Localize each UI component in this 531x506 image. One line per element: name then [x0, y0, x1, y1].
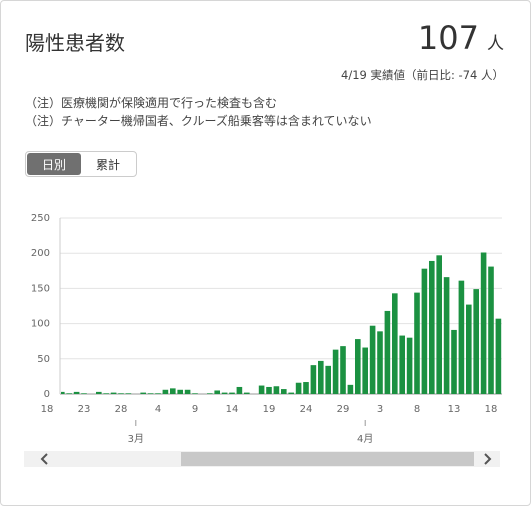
bar: [406, 337, 413, 394]
scroll-left[interactable]: [40, 453, 48, 465]
bar: [295, 382, 302, 394]
x-tick-label: 28: [115, 404, 128, 415]
bar: [355, 339, 361, 394]
bars: [52, 252, 502, 394]
bar: [436, 255, 442, 394]
month-label: 4月: [357, 433, 373, 445]
bar: [325, 365, 331, 394]
bar: [392, 293, 398, 394]
x-tick-label: 19: [263, 404, 276, 415]
note: （注）チャーター機帰国者、クルーズ船乗客等は含まれていない: [25, 114, 372, 128]
bar: [362, 347, 368, 394]
bar: [273, 386, 280, 394]
bar: [495, 318, 502, 394]
bar: [318, 360, 324, 394]
y-tick-label: 0: [44, 389, 50, 400]
bar: [473, 289, 479, 394]
bar: [192, 393, 198, 394]
bar: [177, 389, 183, 394]
notes: （注）医療機関が保険適用で行った検査も含む （注）チャーター機帰国者、クルーズ船…: [25, 94, 372, 130]
bar: [81, 393, 87, 394]
x-tick-label: 8: [414, 404, 420, 415]
y-tick-label: 250: [31, 213, 50, 224]
bar: [66, 393, 72, 394]
bar: [221, 392, 228, 394]
bar: [399, 335, 405, 394]
y-tick-label: 200: [31, 248, 50, 259]
bar: [170, 388, 176, 394]
bar: [110, 392, 117, 394]
bar: [377, 331, 383, 394]
bar: [384, 310, 391, 394]
bar: [229, 392, 235, 394]
bar: [414, 292, 420, 394]
x-tick-label: 23: [78, 404, 91, 415]
bar: [118, 393, 124, 394]
bar: [61, 391, 65, 394]
bar: [147, 393, 154, 394]
bar: [466, 304, 472, 394]
month-label: 3月: [128, 433, 144, 445]
toggle-button[interactable]: 日別: [27, 153, 81, 175]
bar: [310, 365, 317, 394]
bar: [236, 386, 243, 394]
bar: [207, 393, 213, 394]
date-note: 4/19 実績値（前日比: -74 人）: [341, 68, 504, 82]
bar: [332, 349, 339, 394]
bar: [421, 268, 428, 394]
bar: [281, 389, 287, 394]
bar: [184, 389, 191, 394]
value: 107: [417, 19, 479, 57]
bar: [258, 385, 265, 394]
bar: [103, 393, 109, 394]
bar: [340, 346, 346, 394]
headline-value: 107 人: [418, 19, 504, 57]
toggle: 日別 累計: [25, 151, 137, 177]
title: 陽性患者数: [25, 31, 125, 55]
bar: [52, 393, 58, 394]
bar: [266, 386, 272, 394]
y-tick-label: 150: [31, 283, 50, 294]
bar: [480, 252, 487, 394]
bar: [288, 392, 294, 394]
bar: [451, 329, 457, 394]
unit: 人: [487, 34, 504, 54]
x-tick-label: 24: [300, 404, 313, 415]
x-tick-label: 18: [485, 404, 498, 415]
bar: [488, 266, 494, 394]
x-tick-label: 4: [155, 404, 161, 415]
y-tick-label: 100: [31, 319, 50, 330]
y-tick-label: 50: [37, 354, 50, 365]
bar: [155, 393, 161, 394]
bar: [458, 280, 465, 394]
bar: [125, 393, 132, 394]
x-tick-label: 18: [41, 404, 54, 415]
bar: [303, 382, 309, 394]
bar: [162, 389, 169, 394]
bar: [347, 384, 354, 394]
bar: [140, 392, 146, 394]
bar: [73, 391, 80, 394]
bar: [96, 391, 102, 394]
toggle-button[interactable]: 累計: [95, 157, 120, 172]
bar: [369, 325, 376, 394]
x-tick-label: 14: [226, 404, 239, 415]
note: （注）医療機関が保険適用で行った検査も含む: [25, 96, 278, 110]
bar: [214, 390, 220, 394]
scroll-thumb[interactable]: [181, 452, 474, 466]
x-tick-label: 9: [192, 404, 198, 415]
x-tick-label: 13: [448, 404, 461, 415]
scroll-right[interactable]: [484, 453, 492, 465]
x-tick-label: 3: [377, 404, 383, 415]
bar: [443, 277, 450, 394]
x-tick-label: 29: [337, 404, 350, 415]
bar: [244, 392, 250, 394]
bar: [429, 260, 435, 394]
